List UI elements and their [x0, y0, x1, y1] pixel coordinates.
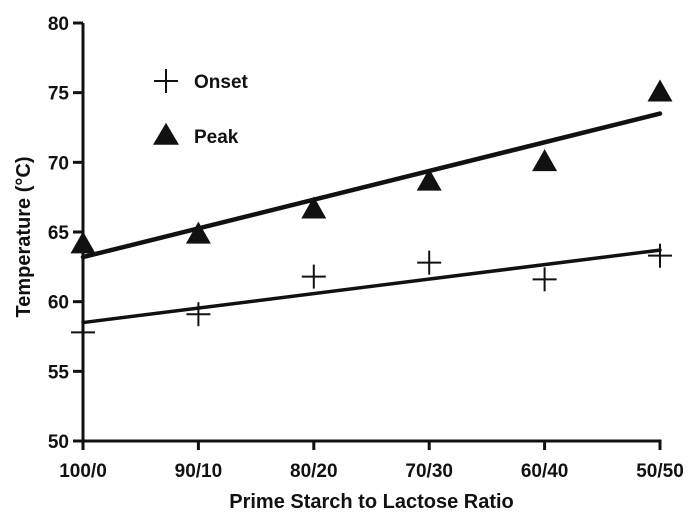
- x-tick-label-60/40: 60/40: [521, 461, 569, 482]
- point-onset-70/30: [417, 250, 442, 275]
- point-peak-60/40: [532, 149, 558, 172]
- legend: Onset Peak: [153, 69, 249, 148]
- y-ticks: 50 55 60 65 70 75 80: [48, 14, 83, 453]
- trendline-peak: [80, 111, 663, 260]
- point-peak-70/30: [416, 168, 442, 191]
- x-tick-label-100/0: 100/0: [59, 461, 107, 482]
- point-peak-80/20: [301, 196, 327, 219]
- point-peak-100/0: [70, 231, 96, 254]
- y-tick-label-50: 50: [48, 432, 69, 453]
- point-onset-90/10: [186, 302, 211, 327]
- y-tick-label-70: 70: [48, 153, 69, 174]
- legend-marker-peak: [153, 122, 179, 145]
- axes: [81, 23, 662, 443]
- point-onset-60/40: [532, 267, 557, 292]
- trendline-onset: [81, 248, 662, 325]
- x-tick-label-70/30: 70/30: [405, 461, 453, 482]
- point-peak-50/50: [647, 79, 673, 102]
- y-tick-label-75: 75: [48, 84, 70, 105]
- x-axis-title: Prime Starch to Lactose Ratio: [229, 491, 514, 513]
- x-tick-label-90/10: 90/10: [175, 461, 223, 482]
- point-onset-100/0: [71, 320, 95, 345]
- y-tick-label-65: 65: [48, 223, 70, 244]
- trendlines: [80, 111, 663, 325]
- legend-marker-onset: [154, 69, 178, 93]
- markers: [70, 79, 673, 345]
- point-onset-80/20: [301, 264, 326, 289]
- y-tick-label-55: 55: [48, 362, 70, 383]
- x-tick-label-50/50: 50/50: [636, 461, 684, 482]
- legend-label-onset: Onset: [194, 72, 249, 93]
- x-tick-label-80/20: 80/20: [290, 461, 338, 482]
- point-peak-90/10: [185, 221, 211, 244]
- y-tick-label-60: 60: [48, 293, 69, 314]
- x-ticks: 100/0 90/10 80/20 70/30 60/40 50/50: [59, 441, 684, 482]
- legend-label-peak: Peak: [194, 127, 239, 148]
- y-axis-title: Temperature (°C): [13, 157, 35, 318]
- y-tick-label-80: 80: [48, 14, 69, 35]
- point-onset-50/50: [648, 243, 672, 268]
